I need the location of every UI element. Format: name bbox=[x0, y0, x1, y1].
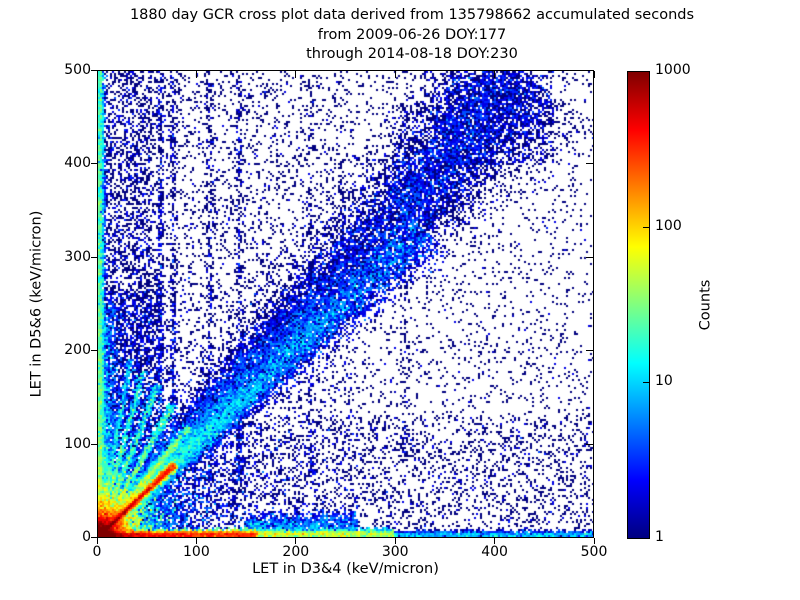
y-axis-tick-mark-inner bbox=[586, 350, 593, 352]
colorbar-tick-mark bbox=[643, 382, 649, 384]
y-axis-label: LET in D5&6 (keV/micron) bbox=[28, 210, 45, 398]
x-axis-tick-label: 200 bbox=[282, 544, 310, 560]
x-axis-tick-mark-inner bbox=[195, 71, 197, 78]
x-axis-tick-mark bbox=[593, 538, 595, 544]
chart-title-line-2: from 2009-06-26 DOY:177 bbox=[317, 26, 507, 43]
y-axis-tick-mark bbox=[91, 443, 97, 445]
x-axis-label: LET in D3&4 (keV/micron) bbox=[252, 561, 439, 577]
y-axis-tick-label: 0 bbox=[82, 529, 91, 545]
chart-title-line-3: through 2014-08-18 DOY:230 bbox=[306, 46, 518, 62]
y-axis-tick-label: 400 bbox=[64, 155, 91, 172]
y-axis-tick-mark-inner bbox=[586, 443, 593, 445]
y-axis-tick-label: 200 bbox=[64, 342, 91, 359]
x-axis-tick-mark-inner bbox=[394, 71, 396, 78]
colorbar-tick-label: 10 bbox=[655, 373, 673, 390]
x-axis-tick-mark-inner bbox=[494, 71, 496, 78]
x-axis-tick-mark bbox=[494, 538, 496, 544]
x-axis-tick-label: 100 bbox=[183, 544, 210, 560]
y-axis-tick-mark bbox=[91, 537, 97, 538]
y-axis-label-wrap: LET in D5&6 (keV/micron) bbox=[22, 70, 50, 538]
x-axis-tick-label: 0 bbox=[92, 544, 102, 560]
colorbar-tick-label: 1000 bbox=[655, 62, 691, 78]
x-axis-tick-mark bbox=[295, 538, 297, 544]
y-axis-tick-label: 500 bbox=[64, 62, 91, 78]
x-axis-tick-mark-inner bbox=[295, 71, 297, 78]
x-axis-tick-mark-inner bbox=[96, 71, 98, 78]
colorbar-tick-label: 1 bbox=[655, 529, 664, 545]
x-axis-tick-mark-inner bbox=[593, 71, 595, 78]
title-block: 1880 day GCR cross plot data derived fro… bbox=[20, 6, 800, 65]
colorbar bbox=[627, 71, 650, 539]
colorbar-label-wrap: Counts bbox=[692, 71, 718, 539]
x-axis-tick-label: 300 bbox=[381, 544, 409, 560]
chart-title-line-1: 1880 day GCR cross plot data derived fro… bbox=[129, 7, 695, 23]
y-axis-tick-mark-inner bbox=[586, 537, 593, 538]
colorbar-tick-mark bbox=[643, 226, 649, 228]
y-axis-tick-mark-inner bbox=[586, 163, 593, 165]
x-axis-tick-label: 500 bbox=[580, 544, 608, 560]
y-axis-tick-label: 100 bbox=[64, 435, 91, 452]
colorbar-gradient bbox=[628, 72, 649, 538]
colorbar-label: Counts bbox=[697, 279, 713, 331]
y-axis-tick-label: 300 bbox=[64, 248, 91, 265]
colorbar-tick-label: 100 bbox=[655, 217, 682, 234]
y-axis-tick-mark bbox=[91, 70, 97, 71]
x-axis-tick-mark bbox=[195, 538, 197, 544]
y-axis-tick-mark bbox=[91, 256, 97, 258]
y-axis-tick-mark-inner bbox=[586, 70, 593, 71]
y-axis-tick-mark-inner bbox=[586, 256, 593, 258]
y-axis-tick-mark bbox=[91, 350, 97, 352]
plot-area bbox=[97, 70, 594, 538]
x-axis-tick-label: 400 bbox=[481, 544, 508, 560]
x-axis-tick-mark bbox=[394, 538, 396, 544]
x-axis-tick-mark bbox=[96, 538, 98, 544]
heatmap-canvas bbox=[98, 71, 593, 537]
y-axis-tick-mark bbox=[91, 163, 97, 165]
